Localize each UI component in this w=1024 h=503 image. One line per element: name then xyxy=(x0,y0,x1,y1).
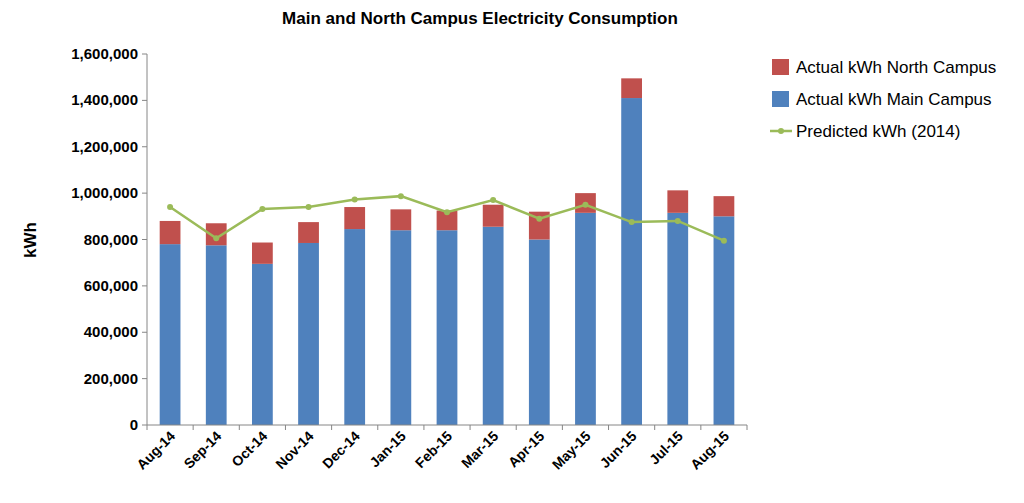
x-tick-label: Jan-15 xyxy=(366,428,409,471)
bar xyxy=(714,216,735,425)
chart: Main and North Campus Electricity Consum… xyxy=(0,0,1024,503)
y-axis xyxy=(147,54,148,425)
bar xyxy=(575,193,596,213)
y-tick xyxy=(142,425,147,426)
bar xyxy=(483,227,504,425)
marker xyxy=(398,193,404,199)
y-tick xyxy=(142,193,147,194)
legend-label: Actual kWh Main Campus xyxy=(796,90,992,109)
bar xyxy=(529,240,550,426)
marker xyxy=(536,216,542,222)
y-tick-label: 400,000 xyxy=(84,323,138,340)
legend-label: Predicted kWh (2014) xyxy=(796,122,960,141)
x-tick xyxy=(147,425,148,430)
bar xyxy=(252,264,273,425)
marker xyxy=(213,235,219,241)
y-tick-label: 800,000 xyxy=(84,231,138,248)
line xyxy=(170,196,724,241)
plot-marks xyxy=(160,78,735,425)
y-tick-label: 1,400,000 xyxy=(71,91,138,108)
legend-swatch xyxy=(772,59,789,75)
x-tick xyxy=(377,425,378,430)
marker xyxy=(629,219,635,225)
legend-swatch xyxy=(772,91,789,107)
x-tick xyxy=(331,425,332,430)
y-tick-label: 1,200,000 xyxy=(71,138,138,155)
x-axis xyxy=(147,425,747,426)
y-tick xyxy=(142,54,147,55)
legend-label: Actual kWh North Campus xyxy=(796,58,996,77)
x-tick-label: Mar-15 xyxy=(458,428,501,471)
bar xyxy=(252,243,273,264)
marker xyxy=(352,197,358,203)
x-tick-label: Feb-15 xyxy=(412,428,455,471)
bar xyxy=(390,230,411,425)
y-tick xyxy=(142,378,147,379)
x-tick xyxy=(608,425,609,430)
bar xyxy=(667,190,688,212)
bar xyxy=(344,207,365,229)
y-axis-label: kWh xyxy=(21,222,40,258)
marker xyxy=(306,204,312,210)
y-tick-label: 1,000,000 xyxy=(71,184,138,201)
x-tick xyxy=(700,425,701,430)
bar xyxy=(298,243,319,425)
x-tick xyxy=(470,425,471,430)
y-tick-label: 1,600,000 xyxy=(71,45,138,62)
x-tick-label: May-15 xyxy=(549,428,594,473)
y-tick xyxy=(142,285,147,286)
legend-swatch xyxy=(778,128,784,134)
y-tick-label: 200,000 xyxy=(84,370,138,387)
y-tick-label: 600,000 xyxy=(84,277,138,294)
bar xyxy=(160,244,181,425)
y-tick xyxy=(142,100,147,101)
bar xyxy=(298,222,319,243)
x-tick xyxy=(516,425,517,430)
bar xyxy=(344,229,365,425)
x-tick xyxy=(423,425,424,430)
bar xyxy=(390,209,411,230)
x-tick xyxy=(562,425,563,430)
y-tick xyxy=(142,146,147,147)
marker xyxy=(675,218,681,224)
bar xyxy=(621,98,642,425)
x-tick xyxy=(747,425,748,430)
bar xyxy=(714,196,735,216)
x-tick-label: Dec-14 xyxy=(319,428,363,472)
y-tick-label: 0 xyxy=(130,416,138,433)
bar xyxy=(483,205,504,227)
marker xyxy=(259,206,265,212)
marker xyxy=(167,204,173,210)
y-tick xyxy=(142,239,147,240)
bar xyxy=(667,213,688,425)
x-tick xyxy=(239,425,240,430)
x-tick xyxy=(193,425,194,430)
x-tick xyxy=(285,425,286,430)
bar xyxy=(206,245,227,425)
marker xyxy=(721,238,727,244)
x-tick-label: Jul-15 xyxy=(646,428,686,468)
bar xyxy=(160,221,181,244)
x-tick-label: Aug-14 xyxy=(133,428,178,473)
bar xyxy=(437,230,458,425)
x-tick-label: Aug-15 xyxy=(687,428,732,473)
x-tick-label: Jun-15 xyxy=(597,428,640,471)
marker xyxy=(444,209,450,215)
title: Main and North Campus Electricity Consum… xyxy=(282,9,678,28)
y-tick xyxy=(142,332,147,333)
x-tick-label: Apr-15 xyxy=(505,428,548,471)
marker xyxy=(582,202,588,208)
x-tick xyxy=(654,425,655,430)
bar xyxy=(575,213,596,425)
x-tick-label: Sep-14 xyxy=(181,428,225,472)
marker xyxy=(490,197,496,203)
x-tick-label: Nov-14 xyxy=(272,428,316,472)
bar xyxy=(621,78,642,98)
x-tick-label: Oct-14 xyxy=(228,428,270,470)
